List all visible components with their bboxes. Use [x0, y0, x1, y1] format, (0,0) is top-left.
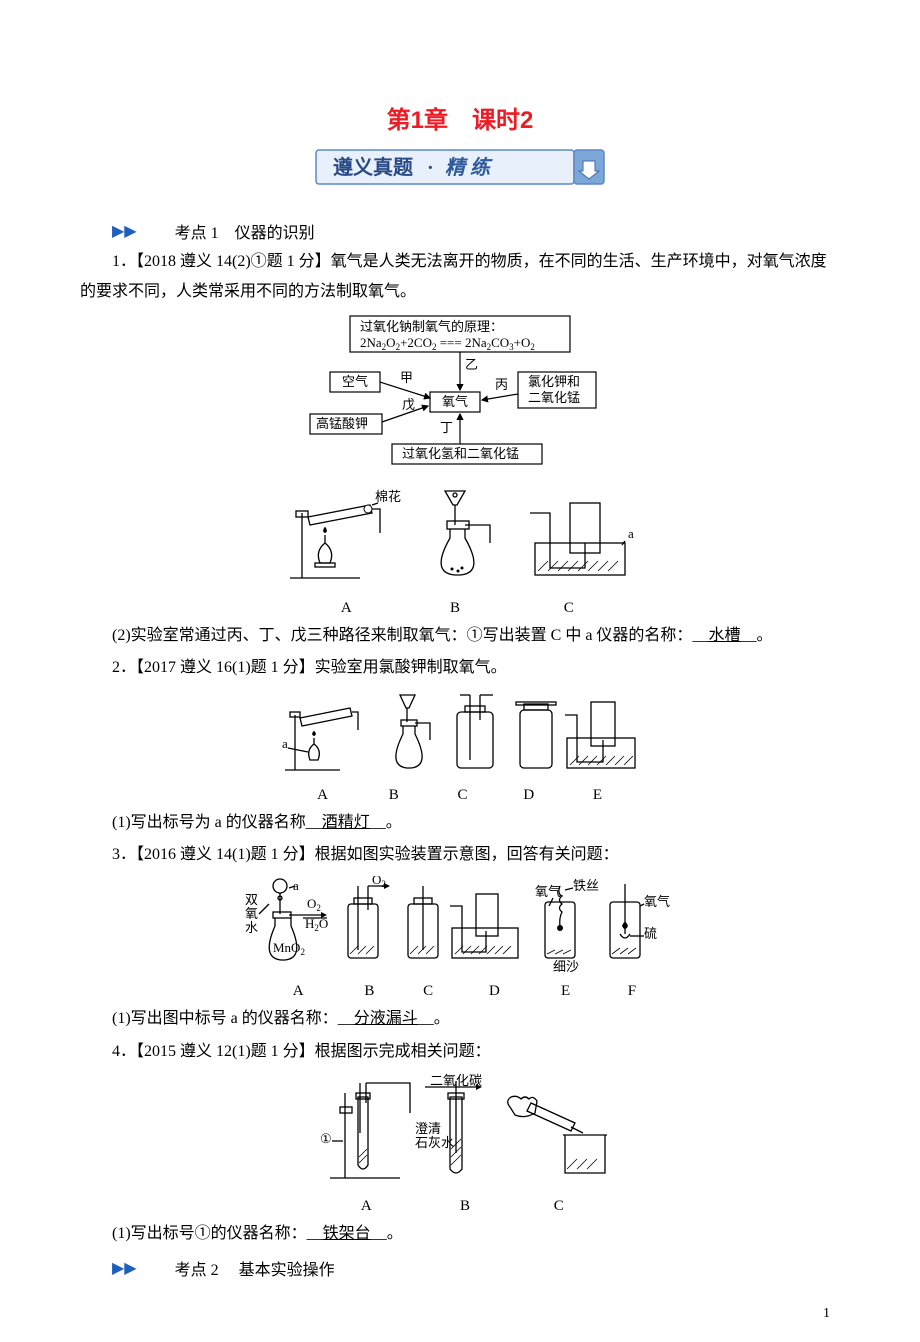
- svg-text:MnO2: MnO2: [273, 940, 305, 957]
- svg-text:O2: O2: [307, 896, 321, 913]
- banner-left-text: 遵义真题: [333, 155, 414, 179]
- svg-text:a: a: [293, 878, 299, 893]
- svg-text:氧: 氧: [245, 906, 258, 921]
- q4-apparatus: 二氧化碳 ①: [80, 1073, 840, 1215]
- banner-image: 遵义真题 · 精 练: [315, 149, 605, 191]
- svg-text:2Na2O2+2CO2 === 2Na2CO3+O2: 2Na2O2+2CO2 === 2Na2CO3+O2: [360, 335, 535, 352]
- q1-apparatus-labels: A B C: [80, 600, 840, 617]
- svg-text:石灰水: 石灰水: [415, 1135, 454, 1150]
- svg-text:a: a: [282, 736, 288, 751]
- q1-apparatus: 棉花: [80, 483, 840, 617]
- svg-text:细沙: 细沙: [553, 959, 579, 974]
- q3-sub: (1)写出图中标号 a 的仪器名称：__分液漏斗__。: [80, 1004, 840, 1034]
- kaodian-2-label: 考点 2 基本实验操作: [143, 1256, 335, 1280]
- q4-labels: A B C: [80, 1198, 840, 1215]
- svg-text:澄清: 澄清: [415, 1121, 441, 1136]
- svg-text:氧气: 氧气: [535, 884, 561, 899]
- banner-right-text: 精 练: [445, 156, 493, 179]
- q1-text: 1．【2018 遵义 14(2)①题 1 分】氧气是人类无法离开的物质，在不同的…: [80, 247, 840, 308]
- svg-text:高锰酸钾: 高锰酸钾: [316, 416, 368, 431]
- q2-text: 2．【2017 遵义 16(1)题 1 分】实验室用氯酸钾制取氧气。: [80, 653, 840, 683]
- q3-apparatus: 双 氧 水 a MnO2 O2 H2O: [80, 876, 840, 1000]
- q3-labels: A B C D E F: [80, 983, 840, 1000]
- svg-text:过氧化氢和二氧化锰: 过氧化氢和二氧化锰: [402, 446, 519, 461]
- kaodian-marker-icon: ▶▶: [80, 221, 137, 241]
- q3-text: 3．【2016 遵义 14(1)题 1 分】根据如图实验装置示意图，回答有关问题…: [80, 840, 840, 870]
- svg-text:①: ①: [320, 1131, 332, 1146]
- q2-apparatus: a: [80, 690, 840, 804]
- svg-text:氧气: 氧气: [644, 894, 670, 909]
- kaodian-1-row: ▶▶ 考点 1 仪器的识别: [80, 219, 840, 243]
- flow-top-line1: 过氧化钠制氧气的原理：: [360, 319, 503, 334]
- svg-text:二氧化锰: 二氧化锰: [528, 390, 580, 405]
- q1-sub: (2)实验室常通过丙、丁、戊三种路径来制取氧气：①写出装置 C 中 a 仪器的名…: [80, 621, 840, 651]
- svg-text:硫: 硫: [644, 926, 657, 941]
- svg-text:甲: 甲: [400, 370, 413, 385]
- svg-text:氧气: 氧气: [442, 394, 468, 409]
- svg-text:棉花: 棉花: [375, 489, 401, 504]
- svg-text:丙: 丙: [495, 377, 508, 392]
- svg-text:乙: 乙: [465, 357, 478, 372]
- q2-labels: A B C D E: [80, 787, 840, 804]
- svg-text:铁丝: 铁丝: [573, 878, 599, 893]
- kaodian-1-label: 考点 1 仪器的识别: [143, 219, 315, 243]
- q1-flow-diagram: 过氧化钠制氧气的原理： 2Na2O2+2CO2 === 2Na2CO3+O2 空…: [80, 314, 840, 477]
- svg-text:双: 双: [245, 892, 258, 907]
- svg-text:氯化钾和: 氯化钾和: [528, 374, 580, 389]
- svg-text:a: a: [628, 526, 634, 541]
- svg-text:戊: 戊: [402, 397, 415, 412]
- q4-sub: (1)写出标号①的仪器名称：__铁架台__。: [80, 1219, 840, 1249]
- svg-text:水: 水: [245, 920, 258, 935]
- kaodian-marker-icon: ▶▶: [80, 1258, 137, 1278]
- chapter-title: 第1章 课时2: [80, 100, 840, 135]
- svg-text:空气: 空气: [342, 374, 368, 389]
- svg-text:丁: 丁: [440, 420, 453, 435]
- page-number: 1: [823, 1306, 830, 1322]
- kaodian-2-row: ▶▶ 考点 2 基本实验操作: [80, 1256, 840, 1280]
- q2-sub: (1)写出标号为 a 的仪器名称__酒精灯__。: [80, 808, 840, 838]
- q4-text: 4．【2015 遵义 12(1)题 1 分】根据图示完成相关问题：: [80, 1037, 840, 1067]
- banner-dot: ·: [427, 157, 434, 179]
- svg-text:O2: O2: [372, 876, 386, 889]
